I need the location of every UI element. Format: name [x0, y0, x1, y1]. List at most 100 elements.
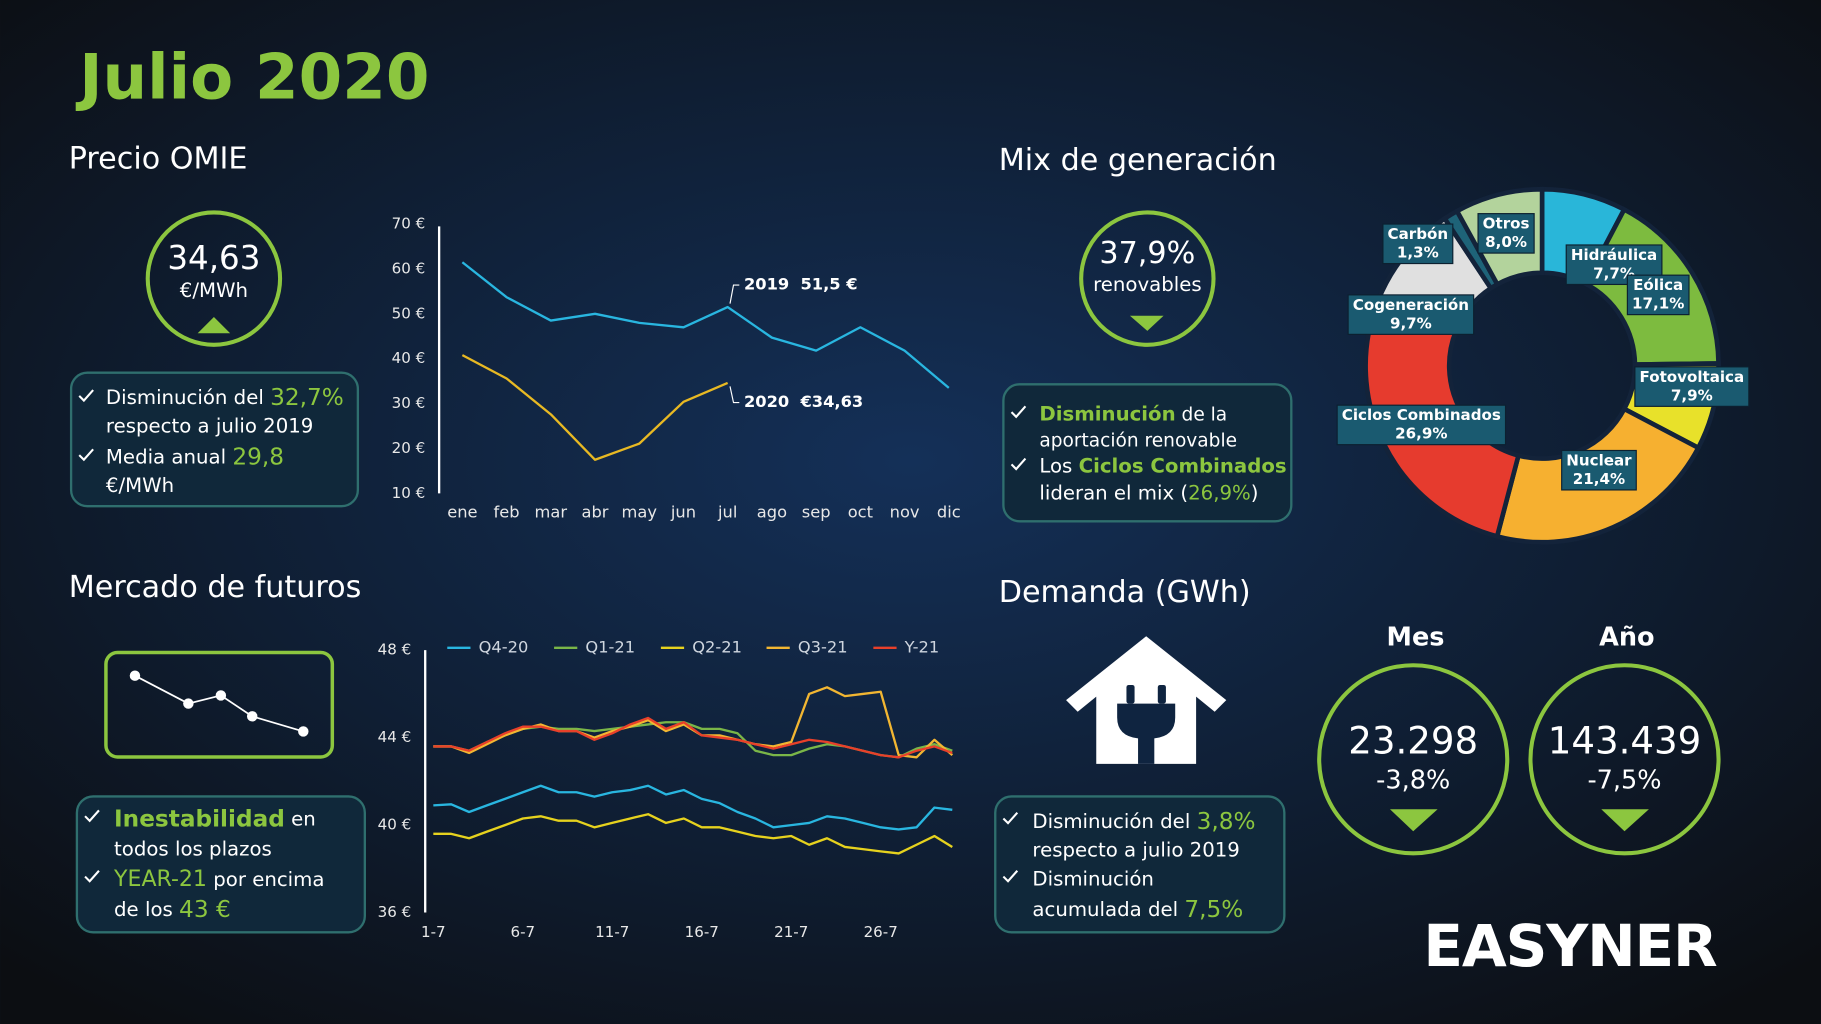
x-tick-label: nov [890, 503, 920, 522]
slice-label-box [1347, 294, 1475, 335]
slice-label-box [1477, 213, 1535, 254]
kpi-value: 143.439 [1548, 720, 1702, 763]
bullet-text: Media anual [106, 445, 232, 468]
kpi-value: 34,63 [167, 239, 260, 277]
x-tick-label: mar [535, 503, 568, 522]
bullet-line: Media anual 29,8 [106, 443, 284, 470]
bullet-line: respecto a julio 2019 [1032, 839, 1239, 862]
x-tick-label: 21-7 [774, 923, 808, 941]
slice-name: Nuclear [1566, 451, 1632, 469]
x-tick-label: 1-7 [421, 923, 446, 941]
kpi-value: 37,9% [1099, 236, 1195, 271]
kpi-label: Año [1599, 623, 1654, 653]
slice-label-box [1561, 449, 1637, 491]
slice-value: 26,9% [1395, 425, 1447, 443]
bullet-text: en [285, 807, 316, 830]
bullet-highlight: Disminución [1039, 402, 1175, 425]
kpi-value: 23.298 [1348, 720, 1478, 763]
bullet-line: Disminución [1032, 868, 1154, 891]
logo: EASYNER [1423, 912, 1717, 980]
arrow-down [1389, 809, 1438, 832]
plug-icon [1117, 684, 1176, 764]
slice-name: Eólica [1633, 276, 1683, 294]
x-tick-label: 6-7 [510, 923, 535, 941]
bullet-line: Inestabilidad en [114, 805, 316, 832]
kpi-ring [1528, 663, 1721, 856]
series-line [461, 261, 950, 389]
slice-name: Fotovoltaica [1640, 368, 1745, 386]
slice-value: 9,7% [1390, 314, 1432, 332]
y-tick-label: 36 € [378, 903, 412, 921]
bullet-box [994, 795, 1286, 934]
section-heading: Mix de generación [999, 143, 1277, 178]
bullet-line: acumulada del 7,5% [1032, 896, 1243, 923]
legend-label: Y-21 [904, 637, 940, 656]
slice-value: 17,1% [1632, 295, 1684, 313]
bullet-highlight: Ciclos Combinados [1079, 454, 1287, 477]
slice-value: 8,0% [1485, 233, 1527, 251]
slice-value: 7,7% [1593, 264, 1635, 282]
bullet-text: Disminución del [1032, 809, 1196, 832]
arrow-down [1129, 315, 1164, 331]
bullet-box [1002, 383, 1293, 523]
x-tick-label: jun [670, 503, 696, 522]
bullet-highlight: 32,7% [270, 384, 344, 411]
bullet-line: aportación renovable [1039, 431, 1237, 452]
slice-label-box [1626, 274, 1690, 316]
series-line [433, 813, 953, 855]
x-tick-label: ago [757, 503, 787, 522]
y-tick-label: 30 € [392, 394, 426, 412]
bullet-highlight: 43 € [179, 896, 231, 923]
bullet-box [75, 795, 366, 934]
check [1002, 870, 1019, 883]
y-tick-label: 50 € [392, 304, 426, 322]
x-tick-label: 26-7 [864, 923, 898, 941]
legend-label: Q4-20 [479, 637, 529, 656]
section-heading: Demanda (GWh) [999, 575, 1251, 610]
x-tick-label: abr [582, 503, 609, 522]
bullet-line: todos los plazos [114, 837, 272, 860]
bullet-line: Los Ciclos Combinados [1039, 454, 1286, 477]
slice-label-box [1336, 404, 1507, 446]
slice-name: Ciclos Combinados [1342, 406, 1501, 424]
slice-name: Otros [1483, 215, 1530, 233]
series-line [433, 784, 953, 831]
x-tick-label: sep [802, 503, 831, 522]
y-tick-label: 48 € [378, 641, 412, 659]
bullet-text: por encima [207, 868, 324, 891]
x-tick-label: 16-7 [685, 923, 719, 941]
check [78, 448, 94, 462]
check [78, 389, 94, 403]
check [84, 809, 100, 823]
series-line [461, 354, 729, 461]
x-tick-label: ene [447, 503, 477, 522]
kpi-change: -3,8% [1376, 765, 1450, 795]
y-tick-label: 60 € [392, 259, 426, 277]
bullet-text: acumulada del [1032, 898, 1184, 921]
check [1002, 812, 1019, 825]
kpi-ring [1317, 663, 1510, 856]
y-tick-label: 10 € [392, 484, 426, 502]
slice-value: 1,3% [1397, 244, 1439, 262]
page-title: Julio 2020 [75, 40, 429, 113]
section-heading: Mercado de futuros [69, 570, 362, 605]
annotation-leader [729, 284, 740, 304]
bullet-line: respecto a julio 2019 [106, 415, 313, 438]
bullet-line: de los 43 € [114, 896, 231, 923]
bullet-text: Los [1039, 454, 1078, 477]
bullet-highlight: 7,5% [1184, 896, 1243, 923]
bullet-highlight: Inestabilidad [114, 805, 285, 832]
y-tick-label: 40 € [378, 816, 412, 834]
kpi-change: -7,5% [1587, 765, 1661, 795]
annotation: 2019 51,5 € [744, 275, 858, 294]
bullet-line: Disminución del 3,8% [1032, 807, 1255, 834]
x-tick-label: may [622, 503, 658, 522]
check [84, 870, 100, 883]
